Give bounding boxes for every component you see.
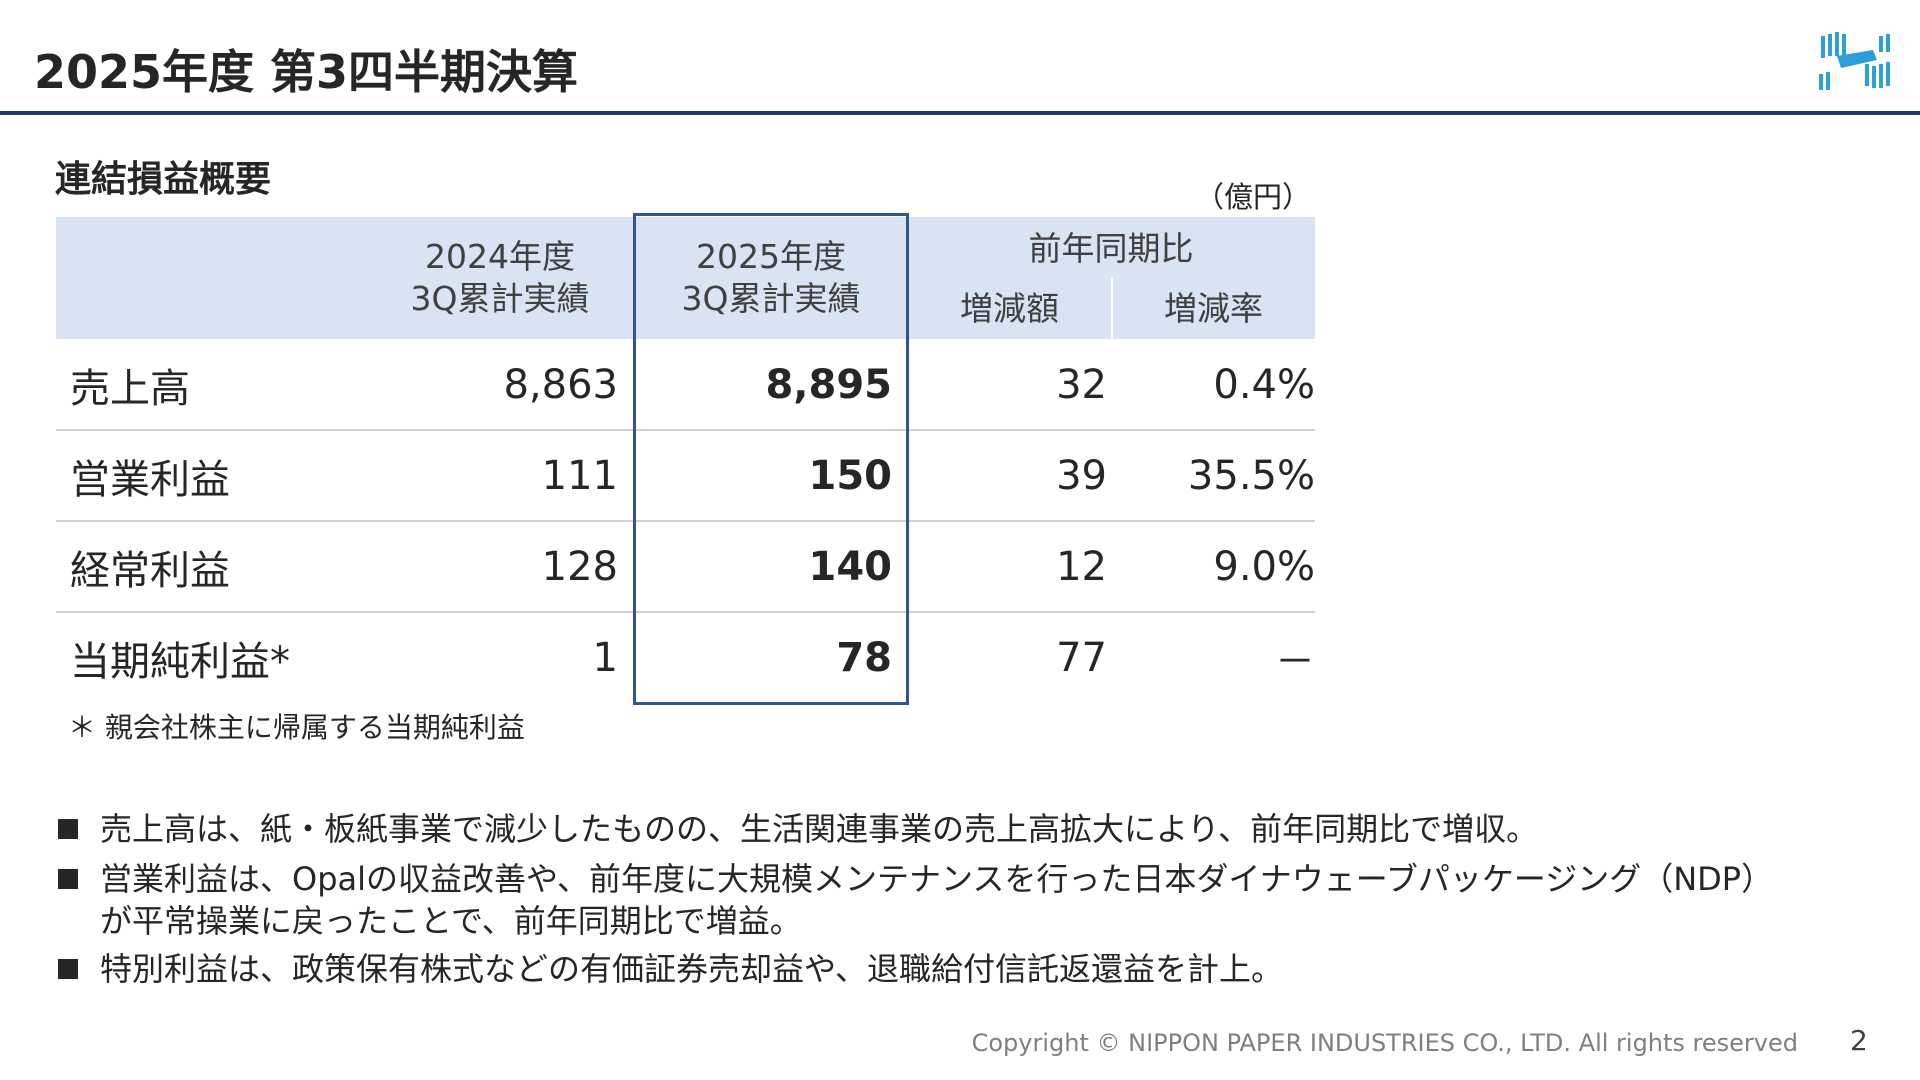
bullet-marker [58,819,78,839]
table-cell: 35.5% [1187,452,1315,499]
table-cell: 32 [1056,361,1107,408]
sub-header: 増減額 [960,289,1059,328]
table-cell: 78 [836,634,892,681]
header-divider [1111,277,1113,339]
table-cell: 150 [808,452,893,499]
table-cell: 39 [1056,452,1107,499]
row-divider [56,611,1315,613]
section-title: 連結損益概要 [55,159,272,200]
group-header: 前年同期比 [1028,229,1194,268]
column-header: 2025年度 3Q累計実績 [681,237,861,318]
unit-label: （億円） [1195,180,1312,214]
table-cell: － [1275,638,1315,685]
bullet-text: 特別利益は、政策保有株式などの有価証券売却益や、退職給付信託返還益を計上。 [100,950,1284,988]
table-cell: 8,863 [503,361,618,408]
table-cell: 0.4% [1213,361,1315,408]
row-divider [56,520,1315,522]
bullet-text: 営業利益は、Opalの収益改善や、前年度に大規模メンテナンスを行った日本ダイナウ… [100,860,1774,940]
row-label: 経常利益 [70,547,230,594]
table-cell: 140 [808,543,893,590]
slide-title: 2025年度 第3四半期決算 [34,45,579,99]
row-label: 当期純利益* [70,638,290,685]
bullet-text: 売上高は、紙・板紙事業で減少したものの、生活関連事業の売上高拡大により、前年同期… [100,810,1539,848]
table-cell: 111 [541,452,618,499]
bullet-marker [58,959,78,979]
row-divider [56,429,1315,431]
sub-header: 増減率 [1164,289,1263,328]
copyright: Copyright © NIPPON PAPER INDUSTRIES CO.,… [971,1029,1798,1057]
row-label: 営業利益 [70,456,230,503]
bullet-marker [58,869,78,889]
row-label: 売上高 [70,365,190,412]
column-header: 2024年度 3Q累計実績 [410,237,590,318]
table-cell: 8,895 [765,361,892,408]
page-number: 2 [1850,1024,1868,1057]
footnote: ＊ 親会社株主に帰属する当期純利益 [68,711,525,744]
logo [1819,32,1890,90]
title-rule [0,111,1920,115]
table-header-bg [56,217,1315,339]
highlight-box [633,213,909,705]
table-cell: 12 [1056,543,1107,590]
table-cell: 1 [592,634,618,681]
table-cell: 77 [1056,634,1107,681]
table-cell: 128 [541,543,618,590]
table-cell: 9.0% [1213,543,1315,590]
